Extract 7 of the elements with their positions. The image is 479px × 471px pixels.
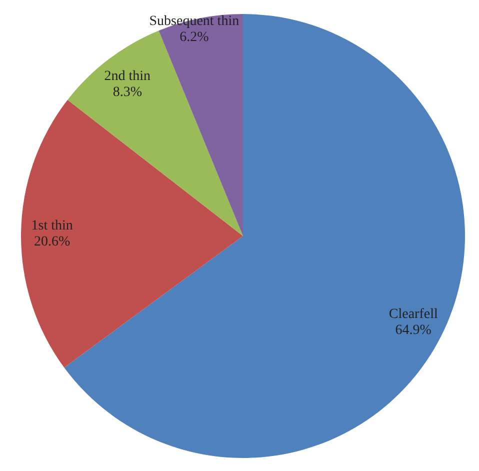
data-label: 8.3% <box>112 84 142 100</box>
data-label: 20.6% <box>34 234 71 250</box>
data-label: 6.2% <box>180 30 210 45</box>
slice-label: 2nd thin <box>104 68 151 84</box>
data-label: 64.9% <box>395 323 432 338</box>
slice-label: 1st thin <box>31 218 73 234</box>
slice-label: Clearfell <box>388 306 438 322</box>
